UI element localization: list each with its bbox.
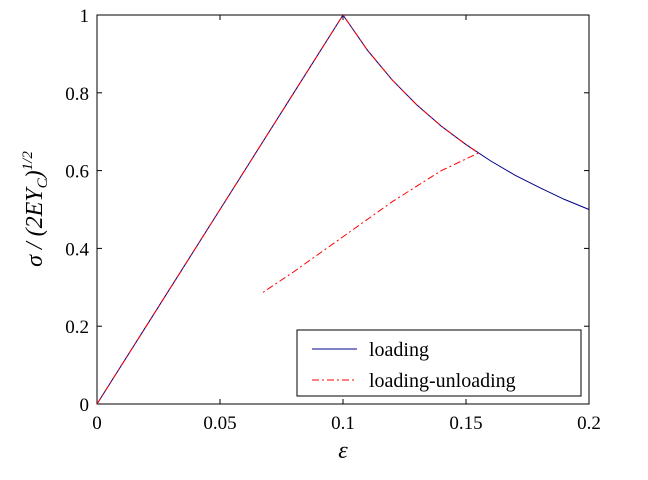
x-tick-label: 0.1 xyxy=(331,413,355,434)
y-tick-label: 0.8 xyxy=(65,84,89,105)
x-tick-label: 0.15 xyxy=(449,413,482,434)
y-axis-label-superscript: 1/2 xyxy=(20,151,36,171)
x-tick-label: 0.2 xyxy=(577,413,601,434)
legend-label-loading-unloading: loading-unloading xyxy=(369,370,516,392)
x-axis-ticks: 0 0.05 0.1 0.15 0.2 xyxy=(92,15,601,434)
y-tick-label: 0.2 xyxy=(65,317,89,338)
y-axis-label-main: σ / (2EY xyxy=(22,186,48,267)
legend-box xyxy=(296,329,582,397)
legend-label-loading: loading xyxy=(369,339,429,361)
y-tick-label: 0 xyxy=(80,395,90,416)
x-tick-label: 0.05 xyxy=(203,413,236,434)
y-axis-label-subscript: C xyxy=(35,177,51,188)
y-tick-label: 1 xyxy=(80,6,90,27)
series-layer xyxy=(96,14,590,405)
y-tick-label: 0.4 xyxy=(65,239,89,260)
series-line-loading-unloading xyxy=(96,14,480,405)
y-tick-label: 0.6 xyxy=(65,162,89,183)
x-axis-label: ε xyxy=(338,438,348,464)
x-tick-label: 0 xyxy=(92,413,102,434)
y-axis-label: σ / (2EYC)1/2 xyxy=(20,151,51,267)
y-axis-ticks: 0 0.2 0.4 0.6 0.8 1 xyxy=(65,6,589,416)
legend: loading loading-unloading xyxy=(296,329,582,397)
y-axis-label-close: ) xyxy=(22,170,48,180)
